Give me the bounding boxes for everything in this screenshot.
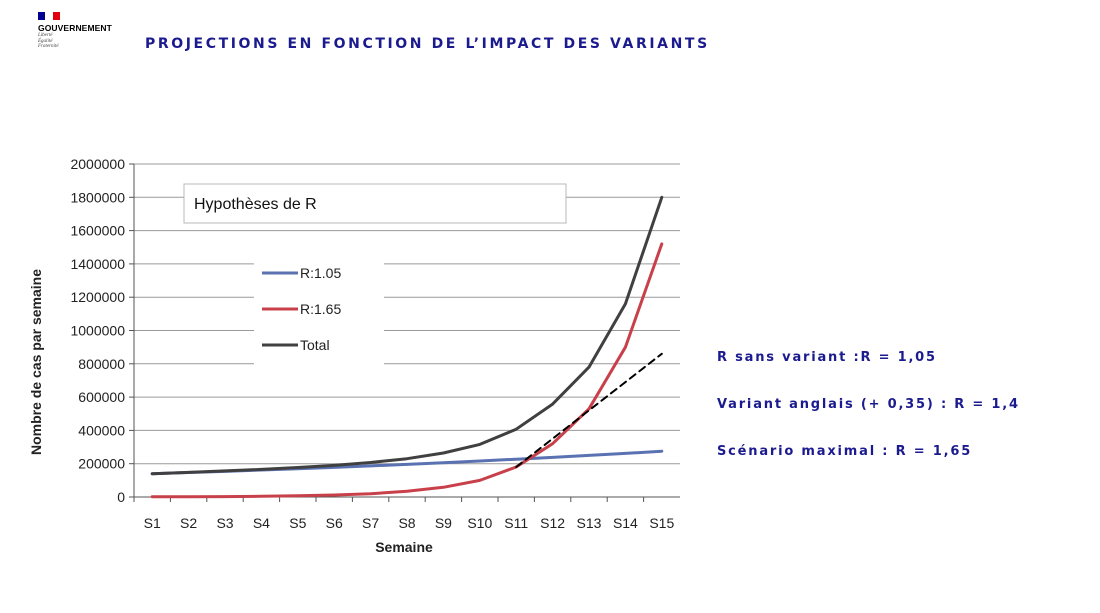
government-logo: GOUVERNEMENT Liberté Égalité Fraternité [38, 12, 128, 50]
logo-motto-2: Égalité [38, 38, 53, 44]
y-tick-labels: 2000000180000016000001400000120000010000… [70, 156, 125, 505]
x-tick-label: S9 [435, 515, 452, 531]
page-title: PROJECTIONS EN FONCTION DE L’IMPACT DES … [145, 36, 710, 52]
series-lines [150, 195, 664, 499]
legend-label: Total [300, 337, 330, 353]
note-uk-variant: Variant anglais (+ 0,35) : R = 1,4 [717, 397, 1020, 412]
y-tick-label: 1000000 [70, 323, 125, 339]
y-tick-label: 1600000 [70, 223, 125, 239]
x-tick-label: S1 [144, 515, 161, 531]
x-tick-label: S13 [577, 515, 602, 531]
y-tick-label: 200000 [78, 456, 125, 472]
note-no-variant: R sans variant :R = 1,05 [717, 350, 937, 365]
flag-blue [38, 12, 46, 20]
x-tick-label: S6 [326, 515, 343, 531]
x-tick-label: S11 [504, 515, 528, 531]
note-max-scenario: Scénario maximal : R = 1,65 [717, 444, 973, 459]
logo-motto-1: Liberté [38, 33, 53, 38]
chart-title-box: Hypothèses de R [183, 183, 567, 224]
y-tick-label: 800000 [78, 356, 125, 372]
y-tick-label: 600000 [78, 389, 125, 405]
y-tick-label: 2000000 [70, 156, 125, 172]
french-flag-icon [38, 12, 60, 20]
x-tick-label: S4 [253, 515, 270, 531]
line-chart: 2000000180000016000001400000120000010000… [22, 150, 700, 562]
logo-word: GOUVERNEMENT [38, 23, 112, 33]
legend: R:1.05 R:1.65 Total [254, 257, 384, 369]
x-tick-label: S15 [649, 515, 674, 531]
y-tick-label: 400000 [78, 422, 125, 438]
chart-title-frame [183, 183, 567, 224]
x-tick-label: S10 [467, 515, 492, 531]
x-axis-label: Semaine [375, 539, 433, 555]
x-tick-label: S7 [362, 515, 379, 531]
y-tick-label: 1800000 [70, 189, 125, 205]
legend-label: R:1.05 [300, 265, 341, 281]
y-tick-label: 1200000 [70, 289, 125, 305]
x-tick-label: S3 [216, 515, 233, 531]
x-tick-label: S12 [540, 515, 565, 531]
series-line-dashed-projection [515, 352, 663, 468]
logo-motto-3: Fraternité [38, 44, 59, 49]
y-tick-label: 1400000 [70, 256, 125, 272]
y-axis-label: Nombre de cas par semaine [28, 269, 44, 455]
x-tick-label: S5 [289, 515, 306, 531]
flag-white [45, 12, 53, 20]
x-tick-labels: S1 S2 S3 S4 S5 S6 S7 S8 S9 S10 S11 S12 S13 S14 S15 [144, 515, 675, 531]
series-line-total [150, 195, 664, 476]
x-tick-label: S8 [398, 515, 415, 531]
scenario-notes: R sans variant :R = 1,05 Variant anglais… [717, 348, 1020, 489]
x-tick-label: S14 [613, 515, 638, 531]
chart-title: Hypothèses de R [194, 196, 317, 213]
x-tick-label: S2 [180, 515, 197, 531]
flag-red [52, 12, 60, 20]
legend-label: R:1.65 [300, 301, 341, 317]
chart: 2000000 1800000 1600000 1400000 1200000 10000… [22, 150, 700, 562]
legend-box [254, 257, 384, 369]
y-tick-label: 0 [117, 489, 125, 505]
